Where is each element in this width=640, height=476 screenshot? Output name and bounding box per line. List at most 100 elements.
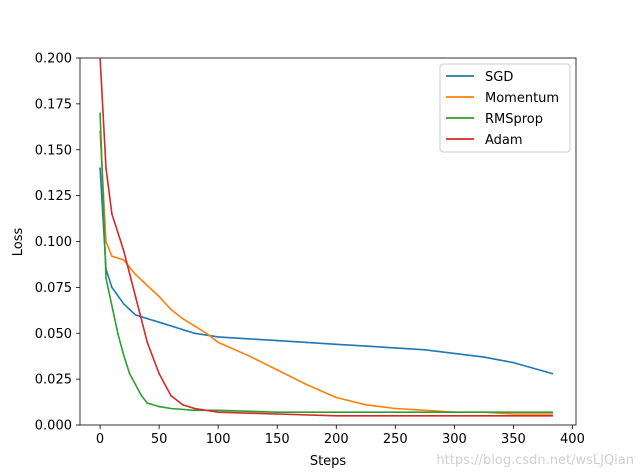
data-point-adam	[551, 415, 554, 417]
data-point-rmsprop	[276, 411, 279, 414]
data-point-sgd	[276, 339, 279, 342]
data-point-adam	[117, 231, 119, 234]
data-point-sgd	[170, 325, 172, 327]
data-point-rmsprop	[111, 304, 113, 307]
data-point-momentum	[512, 413, 515, 415]
data-point-momentum	[424, 409, 426, 412]
x-tick-label: 400	[560, 432, 585, 447]
data-point-momentum	[365, 404, 367, 406]
legend: SGD Momentum RMSprop Adam	[439, 63, 571, 153]
data-point-momentum	[181, 317, 184, 320]
data-point-momentum	[394, 407, 397, 410]
data-point-momentum	[105, 240, 107, 243]
y-tick-label: 0.200	[35, 52, 72, 67]
legend-label-sgd: SGD	[485, 70, 513, 85]
data-point-adam	[99, 57, 101, 59]
data-point-adam	[394, 415, 397, 417]
data-point-momentum	[217, 341, 219, 344]
tick-layer: 0 50 100 150 200 250 300 350 400 0.000 0.025 0.050 0…	[35, 52, 585, 448]
data-point-adam	[158, 372, 160, 375]
x-tick-label: 100	[206, 432, 231, 447]
data-point-adam	[170, 394, 172, 397]
data-point-sgd	[217, 336, 219, 338]
data-point-sgd	[365, 345, 367, 347]
data-point-sgd	[193, 332, 196, 335]
data-point-momentum	[170, 308, 172, 311]
data-point-sgd	[551, 372, 554, 375]
data-point-adam	[276, 413, 279, 415]
data-point-momentum	[305, 383, 308, 386]
series-line-sgd	[99, 168, 553, 375]
legend-label-adam: Adam	[485, 133, 523, 148]
y-tick-label: 0.075	[35, 281, 72, 296]
data-point-sgd	[134, 314, 137, 316]
y-tick-label: 0.175	[35, 97, 72, 112]
data-point-momentum	[158, 295, 160, 298]
data-point-rmsprop	[105, 277, 107, 280]
data-point-sgd	[305, 341, 308, 344]
data-point-sgd	[424, 349, 426, 351]
data-point-adam	[111, 213, 113, 215]
y-tick-label: 0.100	[35, 235, 72, 250]
data-point-rmsprop	[217, 409, 219, 412]
data-point-rmsprop	[551, 411, 554, 414]
data-point-sgd	[181, 328, 184, 331]
data-point-momentum	[205, 332, 208, 335]
data-point-sgd	[111, 286, 113, 289]
data-point-rmsprop	[335, 411, 338, 414]
data-point-rmsprop	[140, 394, 143, 397]
series-line-rmsprop	[99, 113, 553, 414]
data-point-momentum	[122, 259, 125, 261]
data-point-momentum	[146, 284, 149, 287]
data-point-momentum	[134, 273, 137, 276]
data-point-momentum	[276, 369, 279, 371]
x-axis-label: Steps	[310, 454, 347, 469]
data-point-adam	[122, 249, 125, 252]
y-axis-label: Loss	[11, 228, 26, 257]
legend-label-momentum: Momentum	[485, 91, 559, 106]
x-tick-label: 150	[265, 432, 290, 447]
y-tick-label: 0.025	[35, 373, 72, 388]
data-point-rmsprop	[134, 383, 137, 386]
data-point-rmsprop	[453, 411, 456, 414]
data-point-rmsprop	[122, 354, 125, 357]
data-point-adam	[453, 415, 456, 417]
data-point-rmsprop	[128, 372, 131, 375]
data-point-rmsprop	[158, 405, 160, 408]
data-point-adam	[181, 404, 184, 406]
data-point-rmsprop	[117, 332, 119, 335]
x-tick-label: 350	[501, 432, 526, 447]
data-point-rmsprop	[394, 411, 397, 414]
legend-box	[439, 63, 571, 153]
y-tick-label: 0.125	[35, 189, 72, 204]
data-point-rmsprop	[99, 112, 101, 114]
y-tick-label: 0.150	[35, 143, 72, 158]
series-line-momentum	[99, 131, 553, 415]
data-point-adam	[217, 411, 219, 414]
data-point-sgd	[483, 356, 485, 358]
x-tick-label: 0	[96, 432, 104, 447]
watermark: https://blog.csdn.net/wsLJQian	[436, 453, 634, 468]
data-point-adam	[193, 407, 196, 410]
x-tick-label: 200	[324, 432, 349, 447]
data-point-momentum	[193, 325, 196, 327]
y-tick-label: 0.000	[35, 419, 72, 434]
data-point-sgd	[453, 352, 456, 355]
data-point-momentum	[551, 413, 554, 415]
data-point-sgd	[99, 167, 101, 169]
data-point-adam	[134, 295, 137, 298]
data-point-rmsprop	[146, 402, 149, 404]
x-tick-label: 300	[442, 432, 467, 447]
x-tick-label: 250	[383, 432, 408, 447]
x-tick-label: 50	[151, 432, 168, 447]
data-point-momentum	[111, 255, 113, 257]
series-line-adam	[99, 57, 553, 417]
data-point-adam	[146, 341, 149, 344]
data-point-adam	[512, 415, 515, 417]
data-point-sgd	[335, 343, 338, 346]
data-point-sgd	[122, 303, 125, 305]
series-layer	[99, 57, 554, 417]
data-point-momentum	[335, 396, 338, 399]
data-point-sgd	[158, 321, 160, 324]
